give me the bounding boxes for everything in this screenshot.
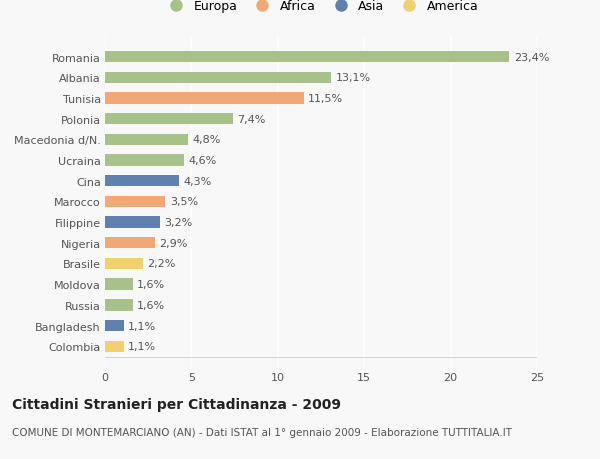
Bar <box>105 196 166 207</box>
Bar <box>105 155 184 166</box>
Text: 3,5%: 3,5% <box>170 197 198 207</box>
Bar <box>105 300 133 311</box>
Bar <box>105 341 124 352</box>
Text: 2,9%: 2,9% <box>160 238 188 248</box>
Text: 1,1%: 1,1% <box>128 341 157 352</box>
Bar <box>105 238 155 249</box>
Text: 13,1%: 13,1% <box>335 73 371 83</box>
Text: 4,8%: 4,8% <box>192 135 221 145</box>
Bar <box>105 258 143 269</box>
Text: COMUNE DI MONTEMARCIANO (AN) - Dati ISTAT al 1° gennaio 2009 - Elaborazione TUTT: COMUNE DI MONTEMARCIANO (AN) - Dati ISTA… <box>12 427 512 437</box>
Text: 3,2%: 3,2% <box>164 218 193 228</box>
Text: 1,1%: 1,1% <box>128 321 157 331</box>
Bar <box>105 176 179 187</box>
Text: 4,3%: 4,3% <box>184 176 212 186</box>
Text: Cittadini Stranieri per Cittadinanza - 2009: Cittadini Stranieri per Cittadinanza - 2… <box>12 397 341 411</box>
Text: 1,6%: 1,6% <box>137 300 165 310</box>
Text: 11,5%: 11,5% <box>308 94 343 104</box>
Bar <box>105 320 124 331</box>
Text: 1,6%: 1,6% <box>137 280 165 290</box>
Bar <box>105 114 233 125</box>
Text: 4,6%: 4,6% <box>189 156 217 166</box>
Bar <box>105 279 133 290</box>
Bar <box>105 134 188 146</box>
Bar <box>105 217 160 228</box>
Bar <box>105 52 509 63</box>
Bar <box>105 73 331 84</box>
Bar <box>105 93 304 104</box>
Legend: Europa, Africa, Asia, America: Europa, Africa, Asia, America <box>163 0 479 13</box>
Text: 23,4%: 23,4% <box>514 52 549 62</box>
Text: 7,4%: 7,4% <box>237 114 266 124</box>
Text: 2,2%: 2,2% <box>148 259 176 269</box>
